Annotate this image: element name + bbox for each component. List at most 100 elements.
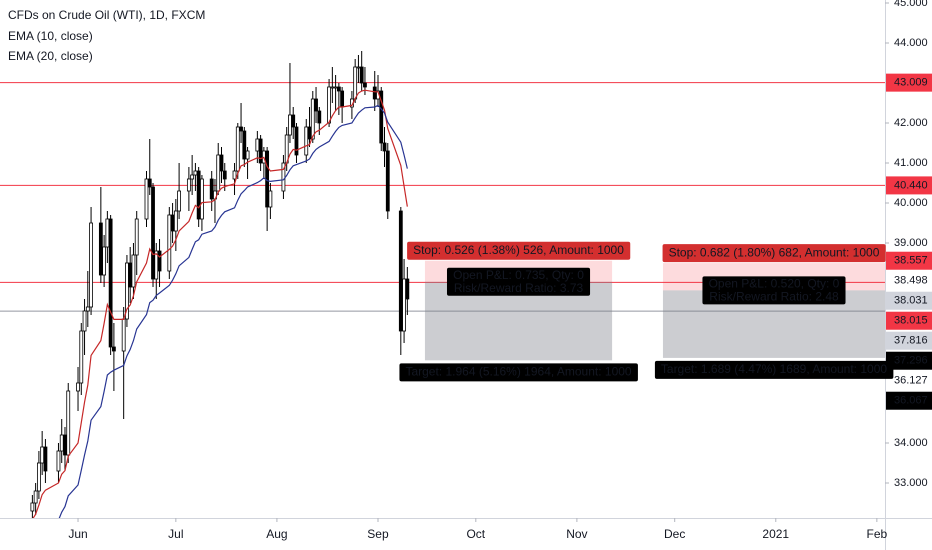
candle-body [317, 110, 322, 124]
candle-body [336, 86, 341, 92]
candle-body [291, 114, 296, 128]
rr-text: Risk/Reward Ratio: 3.73 [454, 281, 584, 295]
candle-body [242, 130, 247, 160]
candle-body [173, 210, 178, 232]
pnl-text: Open P&L: 0.520, Qty: 0 [709, 277, 840, 291]
candle-body [222, 170, 227, 180]
candle-body [340, 90, 345, 108]
candle-body [209, 178, 214, 200]
ema-line [58, 104, 408, 518]
target-label-bg [654, 360, 894, 379]
price-label-bg [886, 371, 932, 390]
candle-body [235, 126, 240, 172]
price-label: 38.557 [894, 255, 928, 267]
candle-body [186, 178, 191, 192]
legend-entry: EMA (10, close) [8, 29, 93, 43]
candle-body [382, 142, 387, 152]
overlay: CFDs on Crude Oil (WTI), 1D, FXCM EMA (1… [8, 8, 894, 382]
price-label: 36.067 [894, 395, 928, 407]
candle-body [307, 126, 312, 140]
price-label-bg [886, 176, 932, 195]
pnl-label-bg [702, 276, 846, 305]
candle-body [36, 462, 41, 492]
target-label-text: Target: 1.689 (4.47%) 1689, Amount: 1000 [661, 362, 887, 376]
axes: 45.000 44.000 42.000 41.000 40.000 39.000 34.0… [68, 0, 932, 541]
x-tick-label: Feb [867, 527, 888, 541]
candle-body [147, 178, 152, 188]
candle-body [144, 178, 149, 220]
x-tick-label: Jul [168, 527, 183, 541]
x-tick-label: Aug [266, 527, 287, 541]
candle-body [398, 210, 403, 332]
y-tick-label: 39.000 [894, 237, 928, 249]
candle-body [219, 154, 224, 172]
candle-body [330, 86, 335, 89]
candle-body [63, 434, 67, 456]
candle-body [216, 154, 221, 192]
candle-body [82, 310, 87, 332]
candle-body [314, 98, 318, 112]
stop-label-bg [407, 241, 631, 260]
candle-body [151, 186, 155, 280]
candle-body [105, 218, 110, 248]
candle-body [121, 318, 126, 352]
stop-label-text: Stop: 0.682 (1.80%) 682, Amount: 1000 [669, 245, 880, 259]
candle-body [111, 346, 116, 352]
pnl-text: Open P&L: 0.735, Qty: 0 [453, 268, 584, 282]
target-label: Target: 1.689 (4.47%) 1689, Amount: 1000 [654, 360, 894, 379]
x-tick-label: Oct [466, 527, 485, 541]
candle-body [288, 114, 292, 136]
candle-body [193, 170, 198, 176]
price-label-bg [886, 251, 932, 270]
y-tick-label: 42.000 [894, 117, 928, 129]
legend-entry: EMA (20, close) [8, 49, 93, 63]
price-label: 38.031 [894, 295, 928, 307]
candle-body [85, 306, 90, 312]
candle-body [128, 262, 133, 288]
target-label-bg [399, 363, 638, 382]
price-label-bg [886, 73, 932, 92]
price-label: 40.440 [894, 179, 928, 191]
ema-line [32, 89, 408, 518]
candle-body [304, 126, 309, 156]
y-tick-label: 33.000 [894, 477, 928, 489]
candle-body [196, 170, 201, 220]
candle-body [268, 190, 273, 208]
price-label-bg [886, 311, 932, 330]
candle-body [239, 126, 243, 132]
candle-body [385, 150, 390, 212]
price-label: 38.015 [894, 315, 928, 327]
pnl-label-bg [446, 267, 591, 296]
stop-label-text: Stop: 0.526 (1.38%) 526, Amount: 1000 [413, 243, 624, 257]
chart-title: CFDs on Crude Oil (WTI), 1D, FXCM [8, 8, 205, 22]
candle-body [40, 446, 45, 464]
candle-body [76, 382, 80, 392]
candle-body [79, 330, 84, 384]
candle-body [170, 214, 175, 232]
stop-label-bg [662, 244, 886, 263]
price-label-bg [886, 331, 932, 350]
candle-body [89, 222, 93, 308]
price-label: 43.009 [894, 77, 928, 89]
price-label: 36.127 [894, 375, 928, 387]
price-label-bg [886, 291, 932, 310]
candle-body [125, 262, 129, 320]
candle-body [33, 490, 38, 504]
candle-body [353, 66, 358, 100]
candle-body [405, 278, 410, 300]
candle-body [200, 178, 204, 220]
candle-body [310, 98, 315, 140]
price-label: 38.498 [894, 275, 928, 287]
target-label: Target: 1.964 (5.16%) 1964, Amount: 1000 [399, 363, 638, 382]
price-label-bg [886, 351, 932, 370]
candle-body [402, 278, 406, 332]
candle-body [359, 66, 364, 84]
x-tick-label: Nov [566, 527, 587, 541]
stop-label: Stop: 0.526 (1.38%) 526, Amount: 1000 [407, 241, 631, 260]
candle-body [66, 390, 71, 456]
candle-body [372, 86, 377, 100]
candle-body [333, 86, 338, 89]
